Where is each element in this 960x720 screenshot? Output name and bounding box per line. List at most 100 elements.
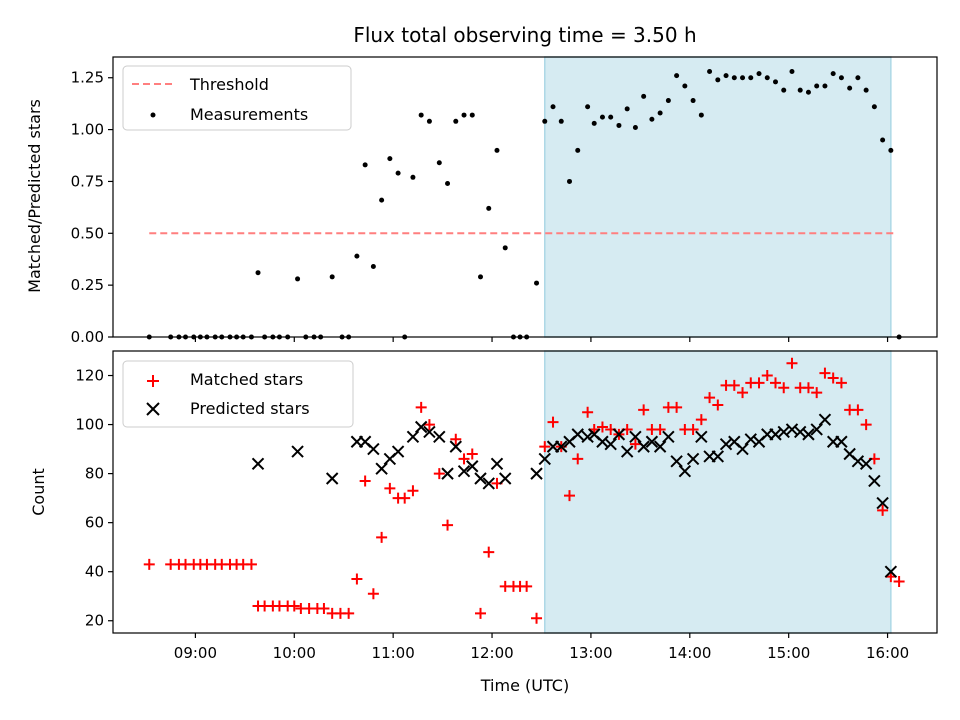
matched-star-point — [563, 490, 575, 502]
matched-star-point — [778, 382, 790, 394]
predicted-star-point — [794, 425, 807, 439]
predicted-star-point — [744, 433, 757, 446]
measurement-point — [871, 104, 877, 110]
predicted-star-point — [736, 442, 749, 456]
predicted-star-point — [637, 440, 650, 453]
measurement-point — [575, 147, 581, 153]
predicted-star-point — [367, 442, 380, 456]
matched-star-point — [712, 399, 724, 411]
measurement-point — [255, 270, 261, 276]
matched-stars-points — [143, 357, 905, 624]
measurement-point — [461, 112, 467, 118]
legend-predicted-swatch — [146, 402, 160, 416]
predicted-star-point — [466, 460, 479, 473]
matched-star-point — [483, 546, 495, 558]
matched-star-point — [596, 421, 608, 433]
matched-star-point — [531, 612, 543, 624]
matched-star-point — [893, 576, 905, 588]
bottom-y-axis-label: Count — [29, 468, 48, 516]
ratio-panel: 0.00 0.25 0.50 0.75 1.00 1.25 Matched/Predict… — [25, 56, 938, 346]
measurement-point — [379, 197, 385, 203]
measurement-point — [486, 205, 492, 211]
x-axis-label: Time (UTC) — [480, 676, 569, 695]
matched-star-point — [466, 448, 478, 460]
matched-star-point — [654, 423, 666, 435]
matched-star-point — [769, 377, 781, 389]
top-ytick-label: 0.50 — [71, 224, 104, 242]
predicted-star-point — [670, 455, 683, 468]
top-ytick-label: 1.00 — [71, 121, 104, 139]
matched-star-point — [786, 357, 798, 369]
matched-star-point — [359, 475, 371, 487]
measurement-point — [494, 147, 500, 153]
legend-threshold-label: Threshold — [189, 75, 269, 94]
predicted-stars-points — [251, 413, 898, 578]
measurement-point — [888, 147, 894, 153]
matched-star-point — [687, 423, 699, 435]
measurement-point — [616, 122, 622, 128]
measurement-point — [329, 274, 335, 280]
measurement-point — [740, 75, 746, 81]
bottom-x-ticks: 09:00 10:00 11:00 12:00 13:00 14:00 15:00 16:00 — [174, 633, 909, 662]
measurement-point — [436, 160, 442, 166]
predicted-star-point — [604, 437, 617, 451]
measurement-point — [469, 112, 475, 118]
measurement-point — [453, 118, 459, 124]
predicted-star-point — [375, 462, 388, 475]
matched-star-point — [695, 414, 707, 426]
matched-star-point — [819, 367, 831, 379]
measurement-point — [830, 71, 836, 77]
measurement-point — [632, 125, 638, 131]
bottom-xtick-label: 11:00 — [372, 644, 415, 662]
matched-star-point — [376, 531, 388, 543]
predicted-star-point — [653, 440, 667, 453]
predicted-star-point — [423, 425, 436, 439]
measurement-point — [410, 174, 416, 180]
matched-star-point — [450, 433, 462, 445]
predicted-star-point — [555, 440, 568, 453]
measurement-point — [418, 112, 424, 118]
predicted-star-point — [414, 420, 428, 434]
measurement-point — [756, 71, 762, 77]
predicted-star-point — [474, 472, 487, 485]
measurement-point — [723, 73, 729, 79]
predicted-star-point — [868, 474, 881, 488]
matched-star-point — [811, 387, 823, 399]
matched-star-point — [835, 377, 847, 389]
count-panel-frame — [112, 350, 938, 634]
top-x-ticks — [194, 337, 889, 342]
bottom-xtick-label: 16:00 — [866, 644, 909, 662]
predicted-star-point — [777, 425, 790, 439]
observing-window-highlight — [544, 56, 892, 338]
bottom-xtick-label: 13:00 — [569, 644, 612, 662]
predicted-star-point — [695, 430, 708, 444]
top-y-axis-label: Matched/Predicted stars — [25, 99, 44, 293]
measurement-point — [838, 75, 844, 81]
measurement-point — [764, 75, 770, 81]
measurement-point — [805, 89, 811, 95]
matched-star-point — [737, 387, 749, 399]
chart-title: Flux total observing time = 3.50 h — [353, 23, 696, 47]
matched-star-point — [547, 416, 559, 428]
matched-star-point — [629, 438, 641, 450]
matched-star-point — [399, 492, 411, 504]
matched-star-point — [572, 453, 584, 465]
bottom-ytick-label: 60 — [85, 514, 104, 532]
ratio-panel-frame — [112, 56, 938, 338]
predicted-star-point — [571, 428, 584, 441]
bottom-legend: Matched stars Predicted stars — [122, 360, 354, 428]
matched-star-point — [539, 441, 551, 453]
measurement-point — [863, 87, 869, 93]
measurement-point — [295, 276, 301, 282]
predicted-star-point — [662, 430, 675, 444]
predicted-star-point — [291, 445, 304, 458]
bottom-ytick-label: 120 — [75, 367, 104, 385]
measurement-point — [665, 98, 671, 104]
measurement-point — [674, 73, 680, 79]
top-legend-box — [122, 65, 352, 131]
matched-star-point — [288, 600, 300, 612]
bottom-xtick-label: 15:00 — [767, 644, 810, 662]
measurement-point — [855, 75, 861, 81]
matched-star-point — [442, 519, 454, 531]
measurement-point — [748, 75, 754, 81]
